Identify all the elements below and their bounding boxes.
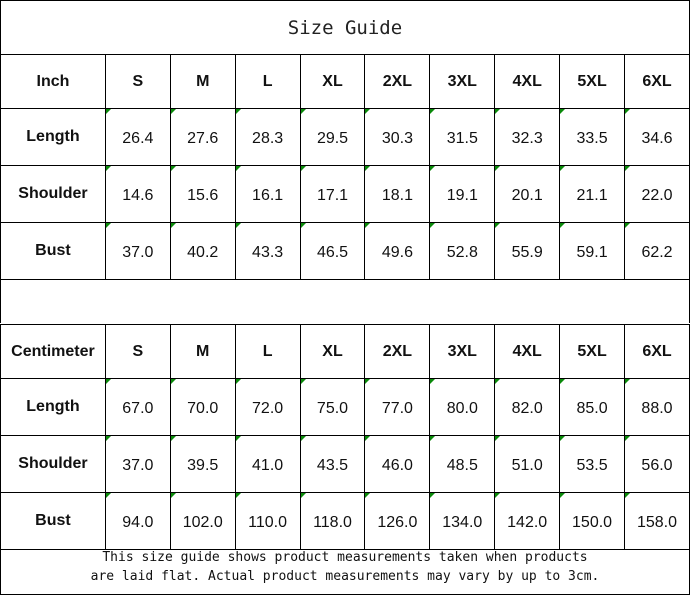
measurement-value: 46.0	[364, 435, 431, 493]
size-header: 2XL	[364, 54, 431, 109]
measurement-value: 51.0	[494, 435, 561, 493]
measurement-value: 82.0	[494, 378, 561, 436]
measurement-value: 59.1	[559, 222, 626, 280]
measurement-value: 29.5	[299, 108, 366, 166]
measurement-value: 88.0	[624, 378, 690, 436]
measurement-value: 53.5	[559, 435, 625, 493]
size-header: 6XL	[624, 54, 690, 109]
size-header: 5XL	[559, 54, 626, 109]
size-header: XL	[299, 324, 366, 379]
size-header: M	[169, 54, 236, 109]
header-row: Centimeter S M L XL 2XL 3XL 4XL 5XL 6XL	[0, 324, 690, 379]
measurement-value: 34.6	[624, 108, 690, 166]
measurement-value: 55.9	[494, 222, 561, 280]
measurement-value: 33.5	[559, 108, 626, 166]
measurement-value: 75.0	[299, 378, 366, 436]
measurement-value: 40.2	[169, 222, 236, 280]
measurement-label: Length	[0, 378, 106, 436]
measurement-value: 77.0	[364, 378, 431, 436]
size-header: 4XL	[494, 324, 561, 379]
footer-note: This size guide shows product measuremen…	[0, 540, 690, 595]
size-header: XL	[299, 54, 366, 109]
measurement-value: 134.0	[429, 492, 496, 550]
measurement-value: 72.0	[234, 378, 301, 436]
measurement-value: 32.3	[494, 108, 561, 166]
size-header: L	[234, 324, 301, 379]
measurement-value: 52.8	[429, 222, 496, 280]
footer-line-2: are laid flat. Actual product measuremen…	[90, 569, 600, 584]
measurement-value: 30.3	[364, 108, 431, 166]
centimeter-table: Centimeter S M L XL 2XL 3XL 4XL 5XL 6XL Length 67.0…	[0, 324, 690, 550]
measurement-value: 39.5	[169, 435, 236, 493]
header-row: Inch S M L XL 2XL 3XL 4XL 5XL 6XL	[0, 54, 690, 109]
table-row: Length 67.0 70.0 72.0 75.0 77.0 80.0 82.0 85.0 88…	[0, 378, 690, 436]
measurement-label: Length	[0, 108, 106, 166]
measurement-value: 37.0	[104, 222, 171, 280]
measurement-value: 21.1	[559, 165, 626, 223]
measurement-value: 150.0	[559, 492, 625, 550]
measurement-value: 49.6	[364, 222, 431, 280]
measurement-value: 56.0	[624, 435, 690, 493]
size-header: L	[234, 54, 301, 109]
measurement-value: 18.1	[364, 165, 431, 223]
measurement-value: 37.0	[104, 435, 171, 493]
unit-header: Inch	[0, 54, 106, 109]
measurement-value: 15.6	[169, 165, 236, 223]
table-row: Length 26.4 27.6 28.3 29.5 30.3 31.5 32.3 33.5 34…	[0, 108, 690, 166]
spacer-row	[0, 270, 690, 323]
measurement-label: Shoulder	[0, 165, 106, 223]
measurement-value: 26.4	[104, 108, 171, 166]
measurement-value: 16.1	[234, 165, 301, 223]
measurement-label: Bust	[0, 492, 106, 550]
measurement-value: 28.3	[234, 108, 301, 166]
measurement-value: 94.0	[104, 492, 171, 550]
measurement-value: 85.0	[559, 378, 625, 436]
measurement-value: 19.1	[429, 165, 496, 223]
size-header: 5XL	[559, 324, 625, 379]
size-header: 6XL	[624, 324, 690, 379]
size-header: M	[169, 324, 236, 379]
measurement-value: 118.0	[299, 492, 366, 550]
size-header: 3XL	[429, 324, 496, 379]
measurement-value: 110.0	[234, 492, 301, 550]
measurement-value: 158.0	[624, 492, 690, 550]
measurement-label: Bust	[0, 222, 106, 280]
size-header: S	[104, 54, 171, 109]
measurement-value: 17.1	[299, 165, 366, 223]
size-header: 2XL	[364, 324, 431, 379]
measurement-value: 31.5	[429, 108, 496, 166]
measurement-value: 20.1	[494, 165, 561, 223]
table-row: Bust 94.0 102.0 110.0 118.0 126.0 134.0 142.0 15…	[0, 492, 690, 550]
table-row: Shoulder 37.0 39.5 41.0 43.5 46.0 48.5 51.0 53.5…	[0, 435, 690, 493]
measurement-value: 70.0	[169, 378, 236, 436]
measurement-label: Shoulder	[0, 435, 106, 493]
measurement-value: 27.6	[169, 108, 236, 166]
measurement-value: 43.3	[234, 222, 301, 280]
measurement-value: 67.0	[104, 378, 171, 436]
measurement-value: 41.0	[234, 435, 301, 493]
measurement-value: 142.0	[494, 492, 561, 550]
table-row: Shoulder 14.6 15.6 16.1 17.1 18.1 19.1 20.1 21.1…	[0, 165, 690, 223]
size-header: 3XL	[429, 54, 496, 109]
measurement-value: 48.5	[429, 435, 496, 493]
unit-header: Centimeter	[0, 324, 106, 379]
size-header: S	[104, 324, 171, 379]
footer-line-1: This size guide shows product measuremen…	[102, 550, 588, 565]
size-header: 4XL	[494, 54, 561, 109]
size-guide-title: Size Guide	[0, 0, 690, 54]
measurement-value: 102.0	[169, 492, 236, 550]
table-row: Bust 37.0 40.2 43.3 46.5 49.6 52.8 55.9 59.1 62.2	[0, 222, 690, 280]
measurement-value: 80.0	[429, 378, 496, 436]
measurement-value: 62.2	[624, 222, 690, 280]
inch-table: Inch S M L XL 2XL 3XL 4XL 5XL 6XL Length 26.4 27.6 28…	[0, 54, 690, 280]
measurement-value: 43.5	[299, 435, 366, 493]
measurement-value: 46.5	[299, 222, 366, 280]
measurement-value: 22.0	[624, 165, 690, 223]
measurement-value: 14.6	[104, 165, 171, 223]
